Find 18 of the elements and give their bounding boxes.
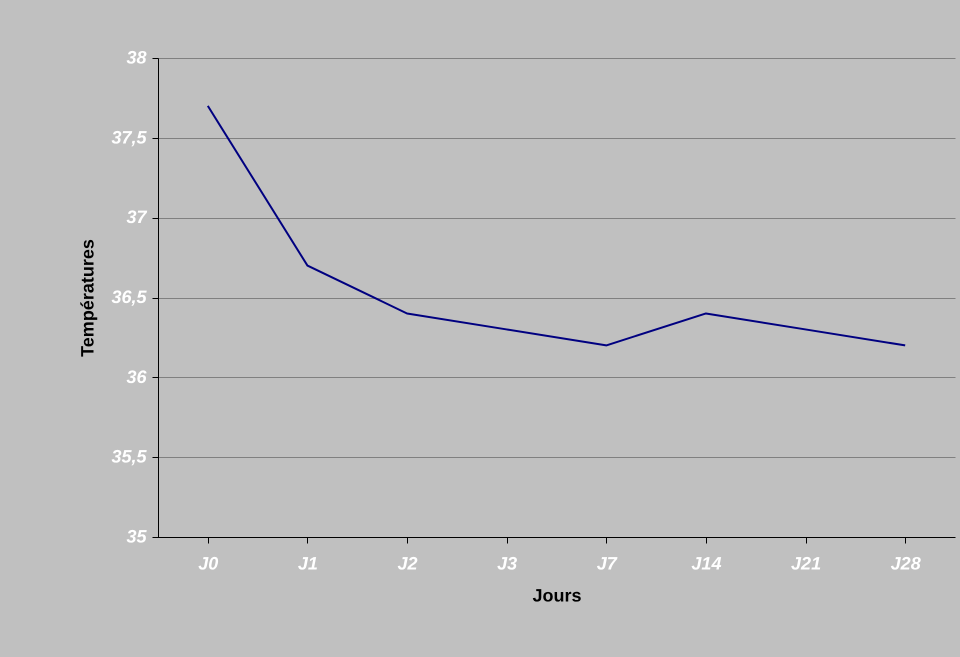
y-tick-label: 37,5: [111, 127, 148, 148]
y-axis-title: Températures: [77, 239, 98, 357]
x-tick-label: J28: [890, 554, 921, 574]
x-tick-label: J2: [398, 554, 418, 574]
x-tick-label: J7: [596, 554, 618, 574]
x-tick-label: J1: [298, 554, 318, 574]
y-tick-label: 35,5: [111, 446, 148, 467]
x-tick-label: J14: [691, 554, 722, 574]
y-tick-label: 36: [126, 366, 148, 387]
y-tick-label: 38: [126, 48, 146, 68]
x-axis-title: Jours: [532, 586, 582, 606]
x-tick-label: J0: [198, 554, 218, 574]
line-series: [206, 104, 906, 346]
x-tick-label: J3: [497, 554, 518, 574]
y-tick-label: 36,5: [111, 287, 148, 307]
x-tick-label: J21: [791, 554, 822, 574]
y-tick-label: 35: [126, 526, 148, 546]
y-tick-label: 37: [126, 207, 148, 228]
